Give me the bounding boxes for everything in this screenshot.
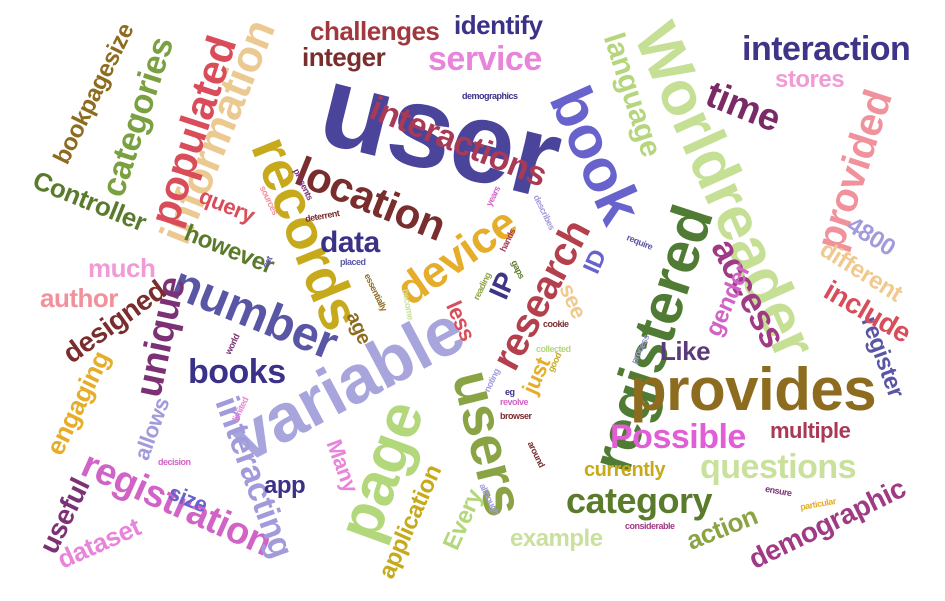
- word-id: ID: [578, 245, 613, 278]
- word-eg: eg: [505, 387, 515, 397]
- word-like: Like: [660, 336, 711, 366]
- word-integer: integer: [302, 42, 386, 72]
- word-service: service: [428, 40, 542, 78]
- word-app: app: [264, 472, 306, 499]
- word-stores: stores: [775, 66, 845, 93]
- word-allows: allows: [128, 394, 175, 464]
- word-multiple: multiple: [770, 418, 851, 443]
- word-provides: provides: [630, 356, 877, 423]
- word-placed: placed: [340, 257, 366, 267]
- word-data: data: [320, 226, 380, 259]
- word-decision: decision: [158, 457, 191, 467]
- word-require: require: [625, 232, 655, 252]
- word-identify: identify: [454, 10, 543, 40]
- word-see: see: [554, 279, 592, 322]
- word-questions: questions: [700, 448, 857, 486]
- word-example: example: [510, 525, 603, 552]
- word-author: author: [40, 283, 118, 313]
- word-around: around: [525, 439, 547, 469]
- word-good: good: [545, 351, 564, 374]
- word-browser: browser: [500, 411, 532, 421]
- word-collected: collected: [536, 344, 571, 354]
- word-books: books: [188, 353, 286, 391]
- word-revolve: revolve: [500, 397, 529, 407]
- word-ensure: ensure: [764, 483, 793, 499]
- word-cookie: cookie: [543, 319, 569, 329]
- word-possible: Possible: [610, 418, 746, 456]
- word-much: much: [88, 253, 156, 283]
- word-challenges: challenges: [310, 16, 440, 46]
- word-currently: currently: [584, 459, 666, 481]
- word-considerable: considerable: [625, 521, 675, 531]
- word-category: category: [566, 480, 713, 521]
- word-demographics: demographics: [462, 91, 518, 101]
- word-interaction: interaction: [742, 30, 911, 68]
